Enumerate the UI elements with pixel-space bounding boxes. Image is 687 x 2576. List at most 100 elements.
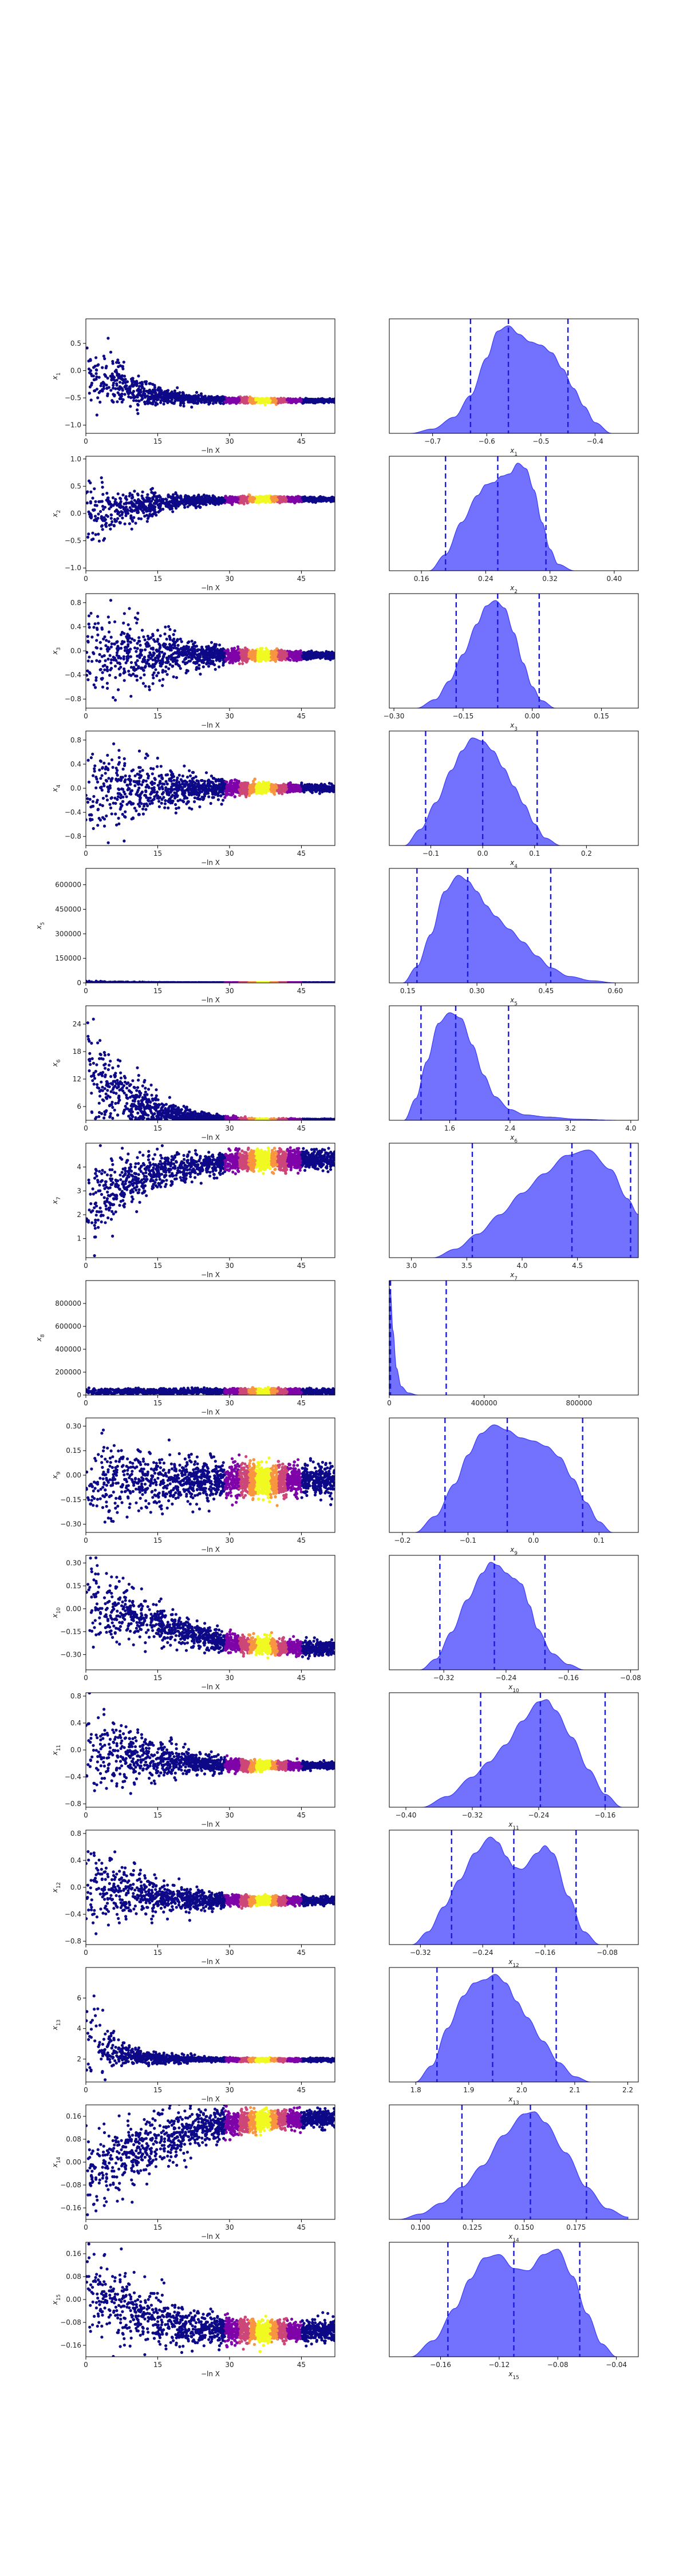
scatter-point <box>131 380 133 383</box>
scatter-point <box>171 401 173 404</box>
scatter-point <box>218 643 221 646</box>
scatter-point <box>100 476 103 479</box>
scatter-point <box>132 399 135 402</box>
scatter-point <box>180 647 183 650</box>
x-tick-label: 15 <box>153 575 162 583</box>
scatter-point <box>95 369 98 372</box>
scatter-point <box>143 515 146 517</box>
scatter-point <box>189 501 192 504</box>
scatter-point <box>159 634 162 637</box>
scatter-point <box>121 365 124 368</box>
scatter-point <box>105 492 108 495</box>
marginal-x-label: x1 <box>510 447 518 457</box>
scatter-point <box>168 502 171 505</box>
scatter-point <box>147 638 150 641</box>
scatter-point <box>106 377 109 380</box>
scatter-point <box>109 502 112 505</box>
scatter-point <box>233 399 236 402</box>
scatter-point <box>227 398 231 401</box>
scatter-point <box>229 499 232 502</box>
scatter-point <box>95 372 98 375</box>
scatter-point <box>114 698 117 701</box>
scatter-point <box>266 499 270 503</box>
scatter-point <box>89 512 92 515</box>
scatter-point <box>236 645 239 648</box>
scatter-point <box>106 496 109 499</box>
scatter-point <box>143 390 145 393</box>
scatter-point <box>175 676 178 679</box>
scatter-axes: 0 15 30 45−0.8−0.40.00.40.8x3−ln X <box>51 588 337 729</box>
panel-row-3: 0 15 30 45−0.8−0.40.00.40.8x3−ln X−0.30 −0.1… <box>51 588 638 732</box>
scatter-point <box>101 671 104 674</box>
y-tick-label: −1.0 <box>65 421 81 429</box>
x-tick-label: −0.6 <box>479 437 495 445</box>
scatter-point <box>117 361 120 364</box>
scatter-point <box>106 687 109 690</box>
scatter-point <box>95 659 98 662</box>
scatter-point <box>95 676 98 679</box>
scatter-point <box>109 599 112 602</box>
scatter-point <box>134 661 137 664</box>
scatter-point <box>146 394 149 397</box>
scatter-point <box>101 505 104 508</box>
scatter-point <box>101 481 104 484</box>
x-tick-label: 45 <box>297 575 306 583</box>
scatter-point <box>125 661 128 664</box>
scatter-point <box>111 374 114 377</box>
scatter-point <box>157 389 160 392</box>
scatter-point <box>103 357 106 360</box>
scatter-point <box>212 402 215 405</box>
scatter-point <box>174 491 177 494</box>
scatter-point <box>105 514 108 517</box>
scatter-point <box>192 395 195 398</box>
scatter-point <box>129 655 132 658</box>
scatter-point <box>103 373 106 376</box>
scatter-point <box>119 674 121 677</box>
scatter-point <box>171 510 174 513</box>
scatter-point <box>163 633 166 635</box>
scatter-point <box>167 389 169 392</box>
scatter-point <box>90 382 93 385</box>
scatter-point <box>133 489 136 492</box>
scatter-point <box>179 404 182 406</box>
scatter-point <box>130 666 133 669</box>
scatter-point <box>121 382 124 385</box>
scatter-point <box>148 382 151 385</box>
density-area <box>411 326 611 433</box>
scatter-point <box>214 668 217 671</box>
scatter-point <box>90 660 93 663</box>
scatter-point <box>128 495 131 497</box>
panel-row-2: 0 15 30 45−1.0−0.50.00.51.0x2−ln X0.16 0.24 0… <box>51 455 638 595</box>
scatter-point <box>108 674 111 677</box>
scatter-point <box>331 499 334 501</box>
scatter-point <box>96 413 98 416</box>
scatter-point <box>102 381 105 384</box>
scatter-point <box>90 398 93 401</box>
scatter-point <box>212 494 215 497</box>
scatter-point <box>187 646 190 649</box>
scatter-point <box>117 392 120 394</box>
scatter-point <box>108 524 111 527</box>
scatter-point <box>110 667 113 670</box>
scatter-point <box>214 496 217 500</box>
scatter-point <box>120 513 123 516</box>
scatter-point <box>158 679 161 682</box>
x-tick-label: 0.16 <box>414 575 429 583</box>
scatter-point <box>113 524 116 527</box>
scatter-point <box>98 376 101 379</box>
scatter-point <box>130 509 133 512</box>
scatter-point <box>155 513 157 516</box>
scatter-point <box>188 397 191 400</box>
scatter-point <box>202 665 205 668</box>
scatter-point <box>154 389 157 392</box>
scatter-point <box>116 358 119 361</box>
scatter-point <box>115 382 118 385</box>
scatter-point <box>129 396 132 399</box>
scatter-point <box>136 382 139 385</box>
scatter-point <box>151 402 154 405</box>
scatter-point <box>100 626 103 629</box>
scatter-point <box>116 400 119 403</box>
scatter-point <box>237 399 240 402</box>
scatter-point <box>131 496 134 499</box>
scatter-point <box>151 497 154 500</box>
